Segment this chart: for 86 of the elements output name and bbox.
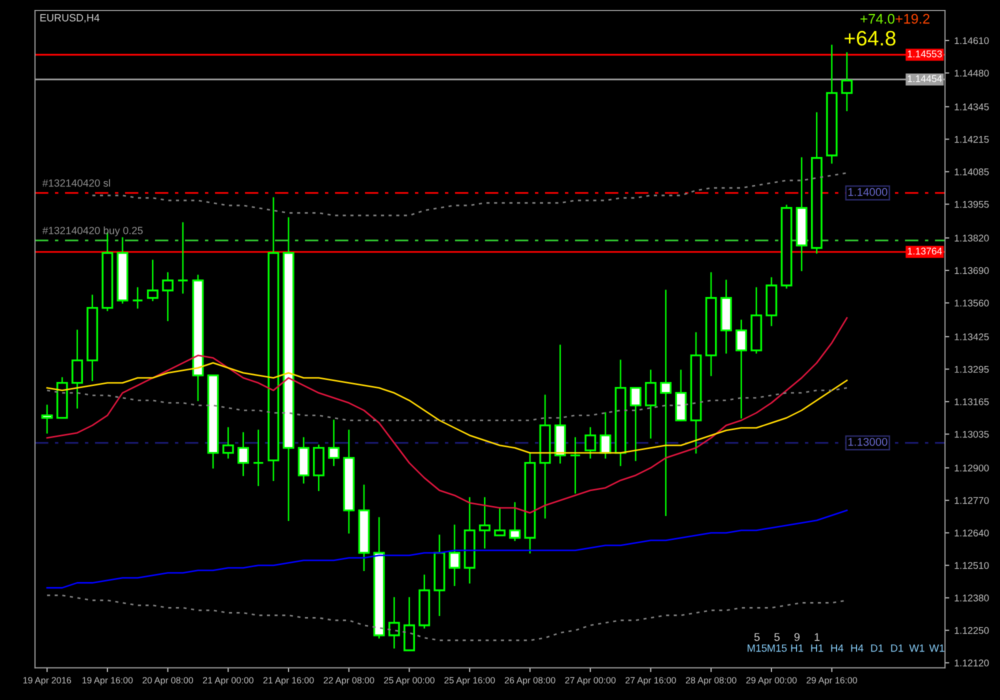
x-tick-label: 19 Apr 2016 [23,677,72,686]
y-tick-label: 1.13690 [954,267,989,274]
text: +19.2 [896,14,930,24]
annotation: 1 [814,633,820,641]
ref-line-label: 1.13764 [908,248,942,255]
y-tick-label: 1.12640 [954,530,989,536]
candlestick [630,386,642,462]
annotation: 1.14000 [848,188,888,196]
line-series [46,510,848,589]
candlestick [162,272,174,322]
candlestick [238,432,249,476]
x-tick-label: 25 Apr 00:00 [384,677,435,686]
ref-line-label: #132140420 buy 0.25 [42,226,143,236]
y-tick-label: 1.13820 [954,234,989,242]
y-tick-label: 1.12770 [954,497,989,504]
annotation: H4 [831,644,844,652]
y-tick-label: 1.12250 [954,627,989,634]
ref-line-label: 1.14454 [908,75,942,82]
candlestick [509,502,521,542]
candlestick [660,290,672,516]
annotation: M15 [748,644,767,652]
ref-line-label: #132140420 sl [42,179,110,187]
text: +74.0 [860,14,894,24]
candlestick [478,497,490,549]
x-tick-label: 21 Apr 00:00 [203,677,254,686]
ref-line-label: 1.14553 [908,50,942,58]
candlestick [644,370,656,439]
text: W1 [929,644,944,652]
annotation: H1 [791,644,804,652]
x-tick-label: 27 Apr 00:00 [565,677,616,686]
line-series [46,387,848,422]
candlestick [222,427,234,459]
line-series [46,362,848,454]
y-tick-label: 1.13295 [954,366,989,373]
annotation: 9 [794,633,800,641]
y-tick-label: 1.14085 [954,168,989,176]
y-tick-label: 1.12900 [954,464,989,472]
candlestick [841,52,853,112]
chart-title: EURUSD,H4 [40,14,100,23]
candlestick [72,330,83,409]
y-tick-label: 1.12510 [954,562,989,569]
annotation: +64.8 [844,30,896,46]
y-tick-label: 1.14480 [954,70,989,77]
candlestick [252,430,264,486]
annotation: H4 [851,644,864,652]
annotation: 5 [774,633,780,641]
y-tick-label: 1.14610 [954,37,989,44]
candlestick [146,260,158,302]
x-tick-label: 25 Apr 16:00 [444,677,495,686]
x-tick-label: 27 Apr 16:00 [626,677,676,686]
text: D1 [891,644,904,652]
y-tick-label: 1.13035 [954,430,989,438]
x-tick-label: 28 Apr 08:00 [686,677,736,686]
y-tick-label: 1.14345 [954,103,989,110]
y-tick-label: 1.13560 [954,300,989,307]
x-tick-label: 22 Apr 08:00 [324,677,374,686]
x-tick-label: 19 Apr 16:00 [82,677,133,686]
candlestick [448,524,460,586]
text: D1 [871,644,884,652]
x-tick-label: 21 Apr 16:00 [263,677,314,686]
text: W1 [909,644,924,652]
candlestick [570,437,581,494]
y-tick-label: 1.14215 [954,136,989,143]
y-tick-label: 1.12380 [954,594,989,602]
x-tick-label: 20 Apr 08:00 [142,677,194,686]
annotation: M15 [768,644,787,652]
y-tick-label: 1.12120 [954,660,989,666]
candlestick [41,404,53,434]
candlestick [388,597,400,648]
candlestick [132,287,144,309]
annotation: 5 [754,633,760,641]
candlestick [494,507,506,536]
x-tick-label: 29 Apr 00:00 [746,677,797,686]
candlestick [736,320,748,419]
y-tick-label: 1.13425 [954,333,989,340]
x-tick-label: 29 Apr 16:00 [806,677,858,686]
x-tick-label: 26 Apr 08:00 [504,677,556,686]
candlestick [328,420,340,466]
candlestick [600,412,612,459]
candlestick [584,427,596,459]
line-series [46,317,848,514]
y-tick-label: 1.13165 [954,398,989,406]
candlestick [177,222,189,294]
annotation: H1 [811,644,824,652]
annotation: 1.13000 [848,438,888,446]
y-tick-label: 1.13955 [954,200,989,208]
